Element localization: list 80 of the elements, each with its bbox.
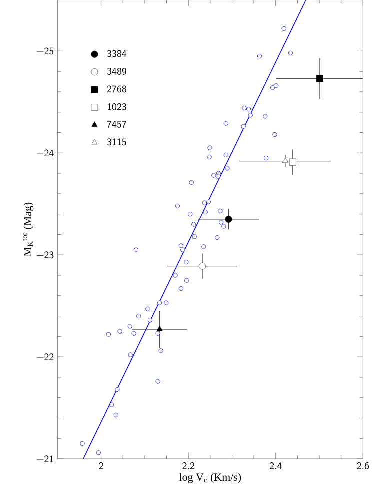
point [282,158,289,164]
point [207,154,212,160]
point [282,26,287,32]
point [272,132,278,138]
point [128,352,133,358]
legend-label: 3384 [108,50,127,58]
point [241,124,246,129]
point [208,146,212,150]
point [178,244,184,248]
point [289,158,296,166]
point [114,412,119,418]
x-tick-label: 2.2 [182,462,195,470]
point [80,441,85,446]
point [264,156,269,161]
y-tick-label: −21 [37,456,54,462]
point [156,331,160,336]
y-tick-label: −22 [37,354,54,360]
point [110,402,114,408]
point [219,220,224,225]
point [263,114,268,119]
point [216,174,221,179]
y-axis-title: M$_{K}$$^{tot}$ (Mag) [23,202,34,257]
point [202,244,206,250]
point [224,152,228,158]
point [212,173,216,178]
point [222,224,226,229]
point [106,332,112,337]
point [218,208,223,214]
point [206,200,212,204]
point [184,278,190,283]
point [225,216,232,223]
point [178,286,184,292]
point [188,212,193,217]
x-axis-title: log V$_{c}$ (Km/s) [180,473,242,484]
point [148,318,153,323]
point [134,248,139,252]
point [175,204,180,208]
legend-label: 3115 [108,138,126,146]
point [258,54,262,59]
point [156,326,163,332]
point [158,348,164,354]
point [164,300,169,306]
x-tick-label: 2 [99,462,104,470]
point [173,273,178,278]
point [192,222,196,227]
point [146,306,150,312]
point [224,121,228,126]
point [246,107,252,112]
point [192,234,198,240]
point [248,113,253,118]
legend-label: 3489 [108,68,127,75]
point [118,329,122,334]
x-tick-label: 2.4 [270,462,282,470]
point [215,235,220,240]
point [180,248,186,252]
point [225,166,230,171]
point [316,75,324,82]
point [115,387,120,392]
legend-label: 7457 [108,121,127,128]
y-tick-label: −23 [37,252,54,259]
y-tick-label: −25 [37,48,54,55]
point [96,450,102,456]
point [274,84,279,88]
point [203,210,208,215]
point [242,106,247,111]
y-tick-label: −24 [37,150,54,157]
point [270,86,276,90]
legend-label: 1023 [108,103,127,110]
point [128,324,132,329]
point [132,331,136,336]
point [158,300,162,306]
point [156,379,160,384]
point [199,262,206,270]
legend-label: 2768 [108,86,127,93]
point [189,180,194,186]
point [288,50,294,56]
point [136,314,142,319]
point [184,260,189,265]
point [202,200,208,206]
x-tick-label: 2.6 [357,462,370,470]
